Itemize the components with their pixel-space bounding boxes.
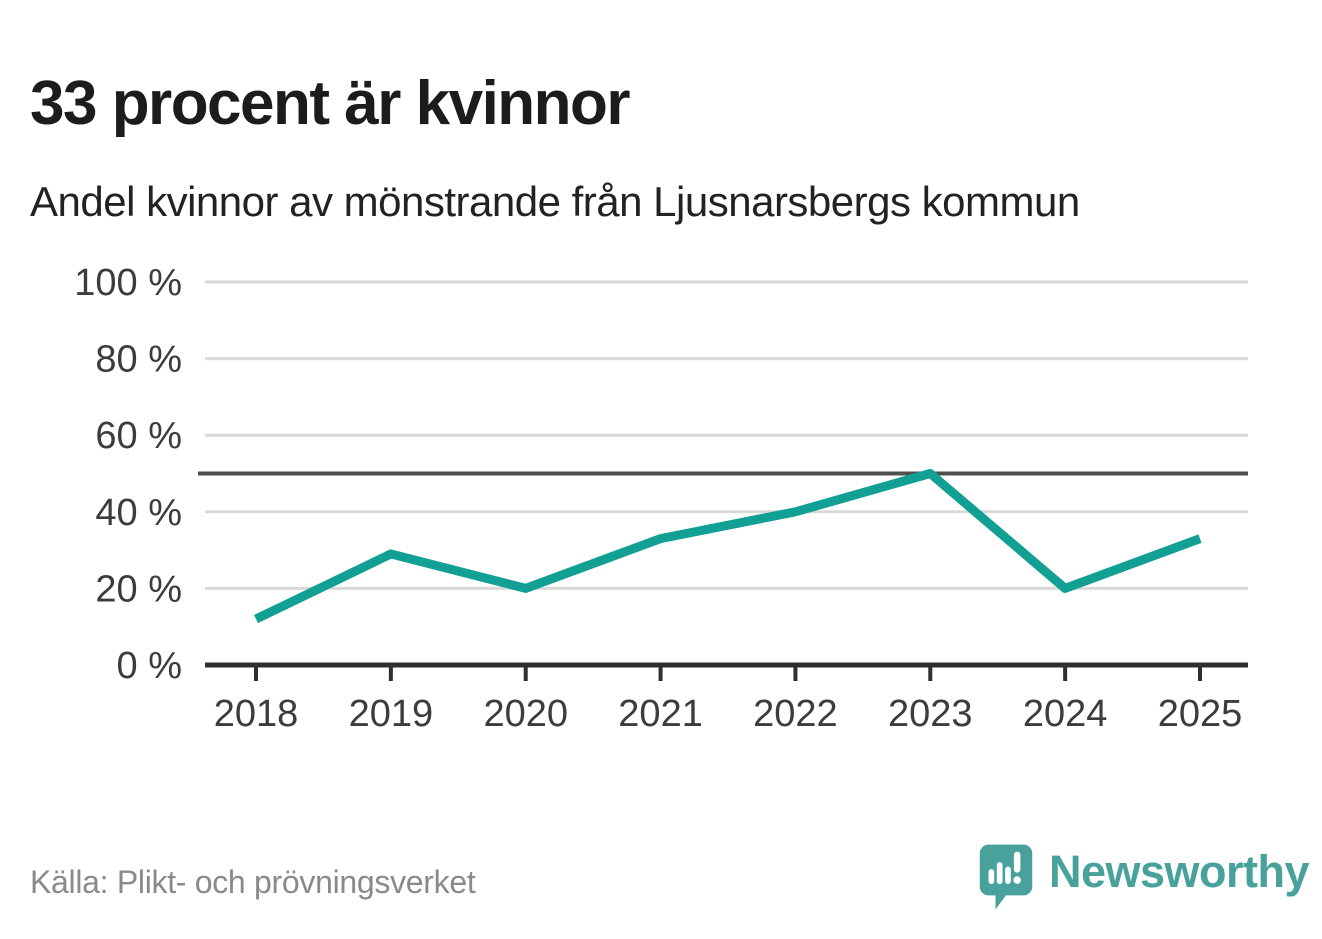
source-caption: Källa: Plikt- och prövningsverket [30, 864, 476, 900]
x-axis-tick-label: 2020 [483, 693, 568, 735]
y-axis-tick-label: 20 % [95, 568, 182, 610]
y-axis-tick-label: 80 % [95, 339, 182, 381]
chart-subtitle: Andel kvinnor av mönstrande från Ljusnar… [30, 178, 1080, 225]
y-axis-tick-label: 60 % [95, 415, 182, 457]
x-axis-tick-label: 2025 [1158, 693, 1243, 735]
x-axis-tick-label: 2022 [753, 693, 838, 735]
y-axis-tick-label: 100 % [74, 262, 182, 304]
y-axis-tick-label: 0 % [117, 645, 182, 687]
x-axis-tick-label: 2019 [349, 693, 434, 735]
logo-bar-chart-glyph [988, 851, 1021, 884]
data-line [254, 469, 1202, 624]
newsworthy-logo: Newsworthy [978, 842, 1310, 912]
x-axis-tick-label: 2021 [618, 693, 703, 735]
newsworthy-logo-icon [979, 844, 1033, 910]
newsworthy-wordmark: Newsworthy [1049, 846, 1310, 897]
x-axis-tick-label: 2018 [214, 693, 299, 735]
x-axis-tick-label: 2023 [888, 693, 973, 735]
x-axis-tick-label: 2024 [1023, 693, 1108, 735]
y-axis-tick-label: 40 % [95, 492, 182, 534]
page-title: 33 procent är kvinnor [30, 68, 631, 138]
